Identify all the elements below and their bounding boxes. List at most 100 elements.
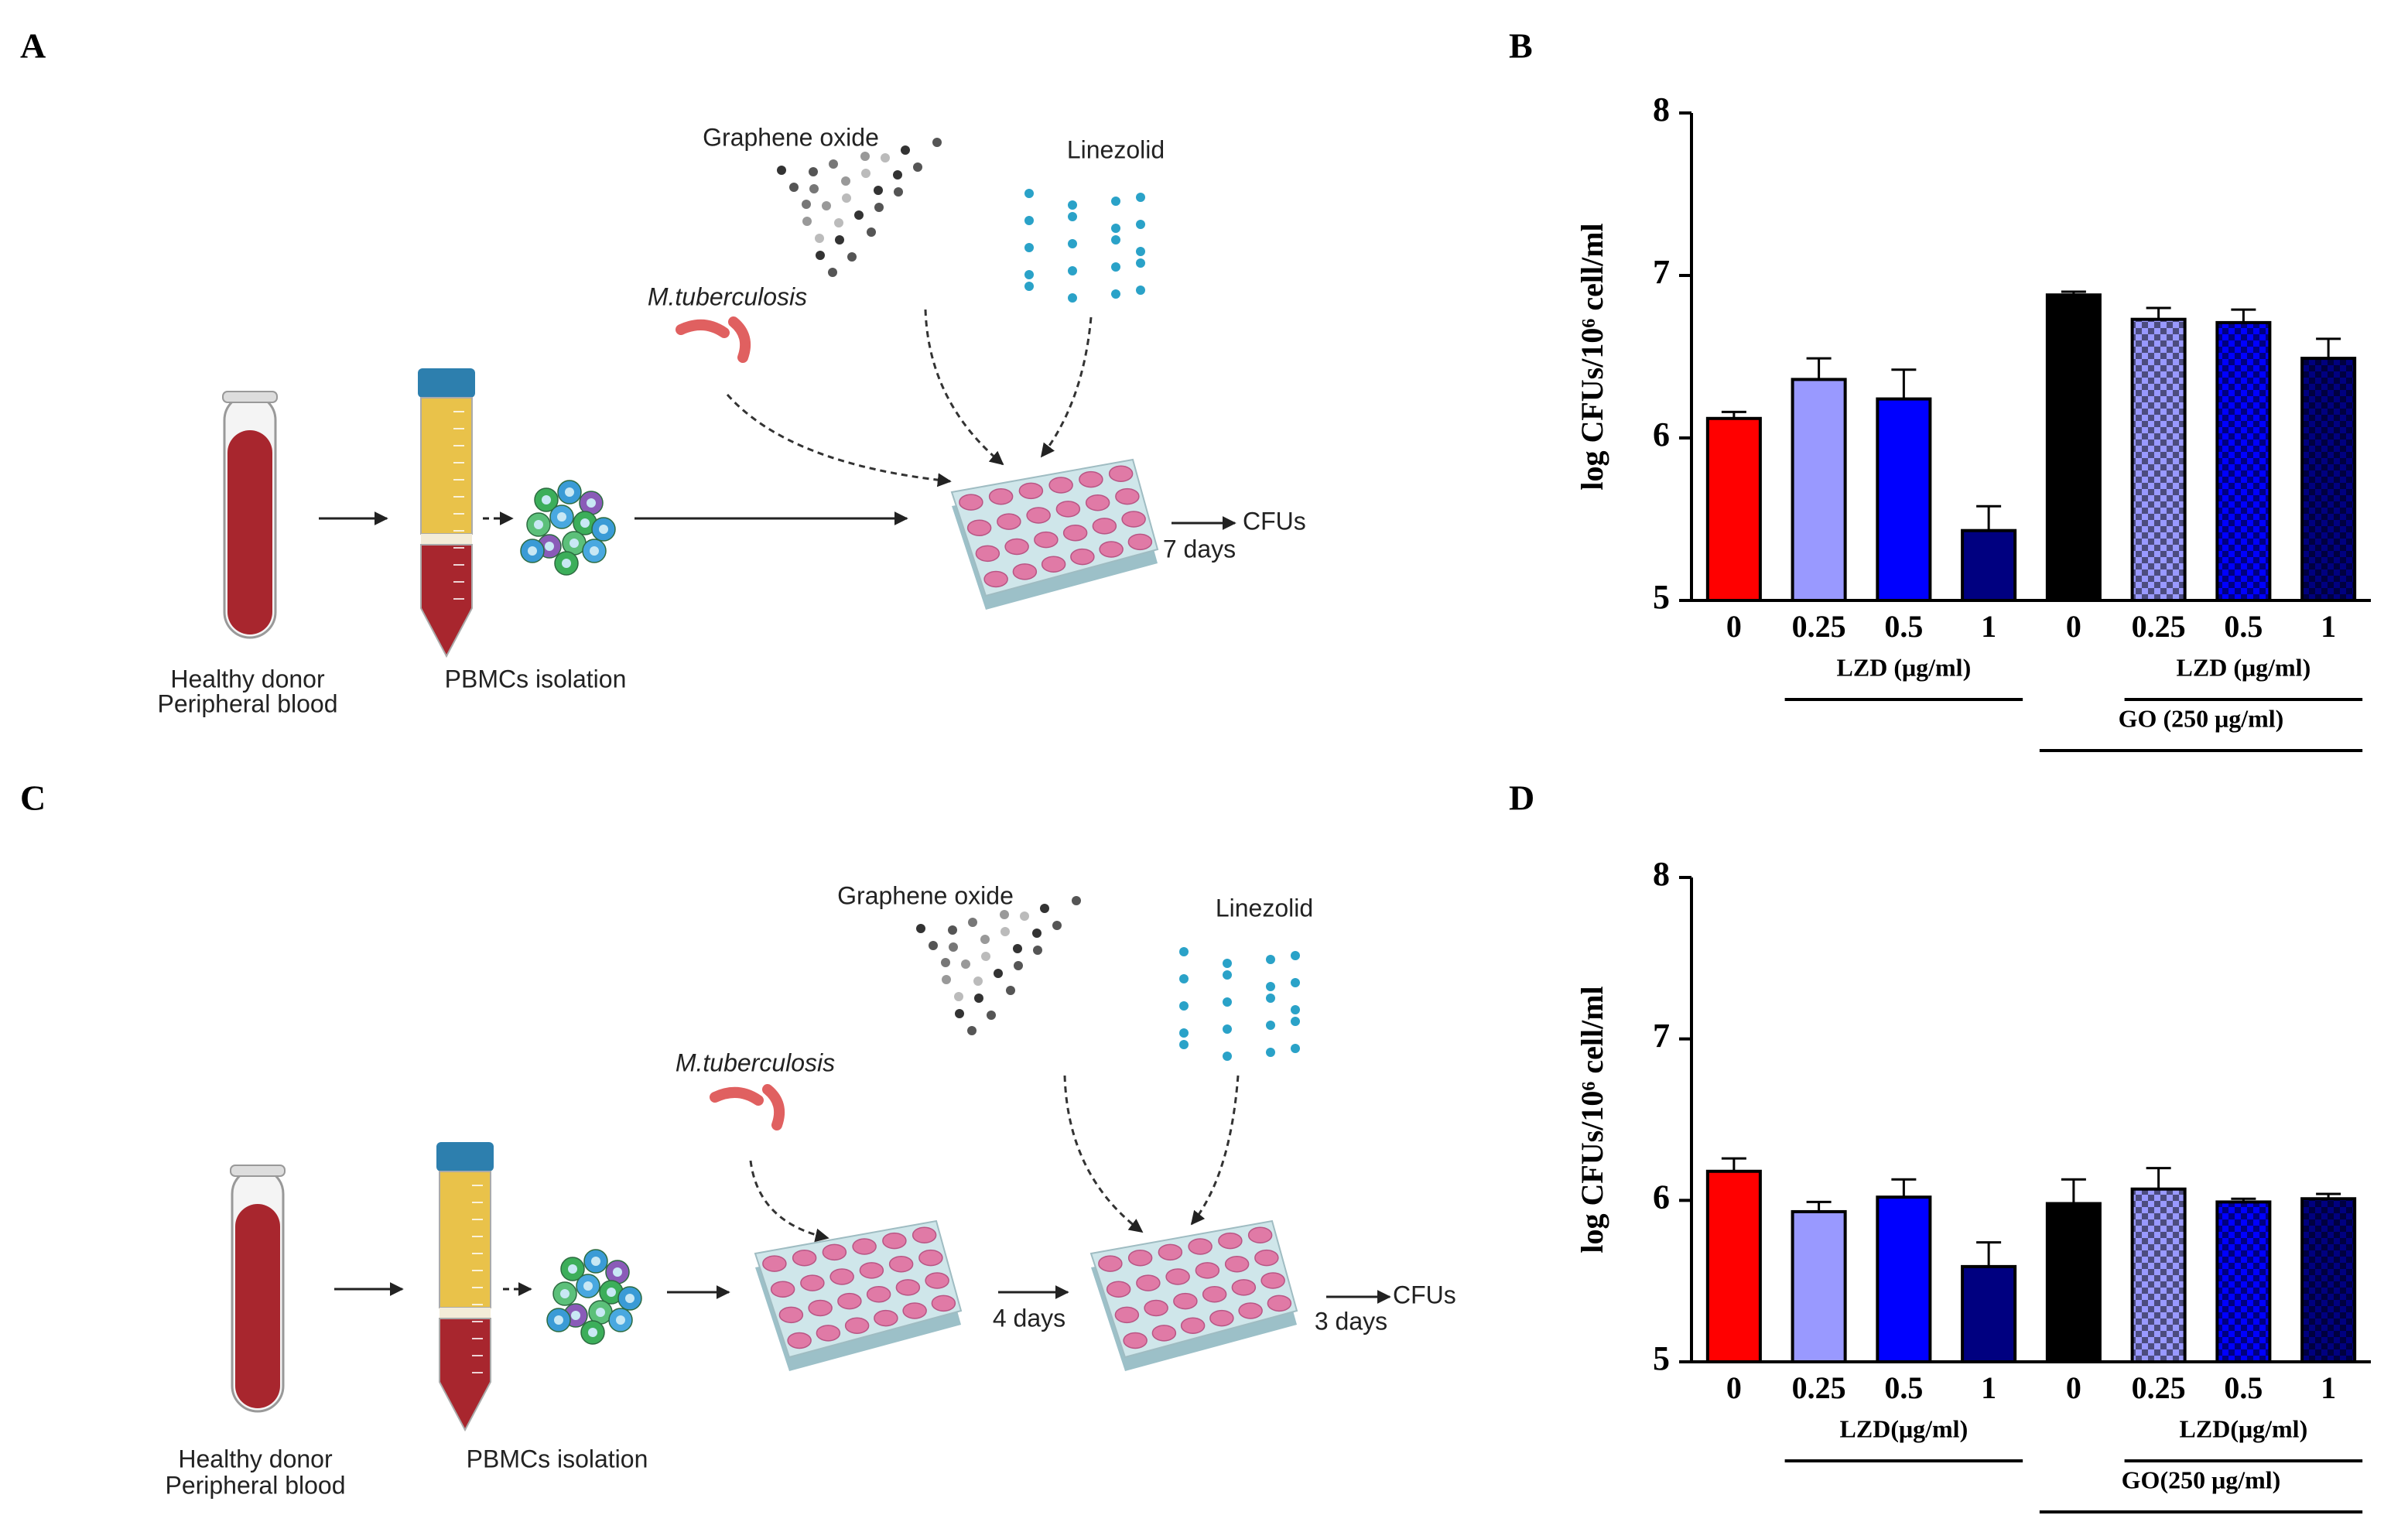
x-tick-label: 0.25 bbox=[1792, 609, 1846, 644]
falcon-cap bbox=[418, 368, 475, 398]
cell-nucleus bbox=[554, 1315, 563, 1325]
well bbox=[902, 1302, 927, 1319]
graphene-dot bbox=[1040, 904, 1049, 913]
x-tick-label: 1 bbox=[2321, 1370, 2336, 1405]
well bbox=[1079, 470, 1103, 488]
well bbox=[918, 1249, 943, 1267]
linezolid-dot bbox=[1179, 1001, 1189, 1011]
linezolid-dot bbox=[1111, 224, 1120, 233]
linezolid-dot bbox=[1223, 970, 1232, 980]
y-tick-label: 5 bbox=[1653, 1339, 1670, 1377]
linezolid-dot bbox=[1179, 1040, 1189, 1049]
graphene-dot bbox=[954, 992, 963, 1001]
falcon-plasma bbox=[420, 397, 473, 535]
bar bbox=[2130, 317, 2187, 602]
linezolid-dot bbox=[1223, 1024, 1232, 1034]
linezolid-dot bbox=[1266, 955, 1275, 964]
cell-nucleus bbox=[596, 1308, 605, 1317]
graphene-dot bbox=[974, 994, 983, 1003]
well bbox=[866, 1285, 891, 1303]
graphene-dot bbox=[841, 176, 850, 186]
graphene-dot bbox=[822, 201, 831, 210]
graphene-dot bbox=[967, 1026, 977, 1035]
well bbox=[1062, 524, 1088, 542]
bar bbox=[1961, 1264, 2017, 1364]
well bbox=[1144, 1299, 1168, 1317]
graphene-dot bbox=[948, 925, 957, 935]
linezolid-dot bbox=[1111, 197, 1120, 206]
panel-label: A bbox=[20, 26, 46, 66]
well bbox=[1034, 531, 1059, 549]
y-tick-label: 8 bbox=[1653, 91, 1670, 128]
graphene-dot bbox=[860, 152, 870, 161]
well bbox=[1173, 1292, 1198, 1310]
x-tick-label: 1 bbox=[1981, 1370, 1996, 1405]
bar bbox=[1961, 528, 2017, 603]
graphene-dot bbox=[1032, 929, 1042, 938]
x-tick-label: 0 bbox=[2066, 1370, 2081, 1405]
well bbox=[859, 1262, 884, 1279]
y-axis-label: log CFUs/10⁶ cell/ml bbox=[1575, 223, 1609, 490]
well bbox=[1055, 501, 1081, 518]
well bbox=[1238, 1302, 1263, 1319]
linezolid-dot bbox=[1266, 1021, 1275, 1030]
graphene-dot bbox=[1072, 896, 1081, 905]
linezolid-dot bbox=[1111, 289, 1120, 299]
cell-nucleus bbox=[625, 1294, 634, 1303]
donor-label: Peripheral blood bbox=[165, 1471, 345, 1499]
cell-nucleus bbox=[570, 539, 579, 548]
bacterium bbox=[710, 1087, 764, 1106]
panel-label: B bbox=[1509, 26, 1533, 66]
cell-nucleus bbox=[616, 1315, 625, 1325]
well bbox=[874, 1309, 898, 1327]
well bbox=[1158, 1243, 1183, 1261]
cell-nucleus bbox=[560, 1289, 570, 1298]
bar bbox=[1705, 416, 1762, 602]
bar bbox=[1791, 1209, 1847, 1363]
well bbox=[1224, 1255, 1250, 1273]
graphene-dot bbox=[835, 235, 844, 245]
isolation-label: PBMCs isolation bbox=[467, 1445, 648, 1472]
well bbox=[844, 1317, 870, 1334]
graphene-dot bbox=[1052, 921, 1062, 930]
falcon-cells bbox=[421, 534, 472, 545]
significance-label: * bbox=[1852, 0, 1872, 19]
x-tick-label: 0 bbox=[2066, 609, 2081, 644]
graphene-dot bbox=[1033, 946, 1042, 955]
cell-nucleus bbox=[534, 520, 543, 529]
well bbox=[1195, 1262, 1220, 1279]
y-tick-label: 7 bbox=[1653, 253, 1670, 291]
well bbox=[882, 1232, 907, 1250]
well bbox=[787, 1332, 812, 1349]
well bbox=[925, 1272, 949, 1289]
graphene-dot bbox=[949, 942, 958, 952]
x-tick-label: 0.5 bbox=[2224, 609, 2263, 644]
x-tick-label: 0.25 bbox=[2132, 609, 2186, 644]
y-tick-label: 6 bbox=[1653, 416, 1670, 453]
bacterium bbox=[728, 316, 751, 363]
falcon-blood bbox=[420, 544, 473, 658]
blood bbox=[235, 1204, 280, 1408]
cell-nucleus bbox=[542, 495, 551, 504]
linezolid-dot bbox=[1136, 247, 1145, 256]
well bbox=[829, 1268, 854, 1285]
dashed-arrow bbox=[726, 394, 952, 487]
well bbox=[888, 1255, 914, 1273]
pathogen-label: M.tuberculosis bbox=[648, 282, 807, 310]
well bbox=[997, 513, 1021, 530]
falcon-blood bbox=[439, 1318, 491, 1432]
panel-label: C bbox=[20, 778, 46, 818]
readout-label: CFUs bbox=[1243, 507, 1306, 535]
graphene-dot bbox=[777, 166, 786, 175]
linezolid-dot bbox=[1266, 994, 1275, 1003]
graphene-dot bbox=[901, 145, 910, 155]
dashed-arrow bbox=[1190, 1075, 1240, 1226]
well bbox=[762, 1255, 787, 1272]
linezolid-dot bbox=[1111, 262, 1120, 272]
cell-nucleus bbox=[590, 546, 599, 556]
bar bbox=[2130, 1187, 2187, 1364]
well bbox=[1267, 1295, 1292, 1312]
linezolid-dot bbox=[1136, 258, 1145, 268]
linezolid-dot bbox=[1223, 1052, 1232, 1061]
